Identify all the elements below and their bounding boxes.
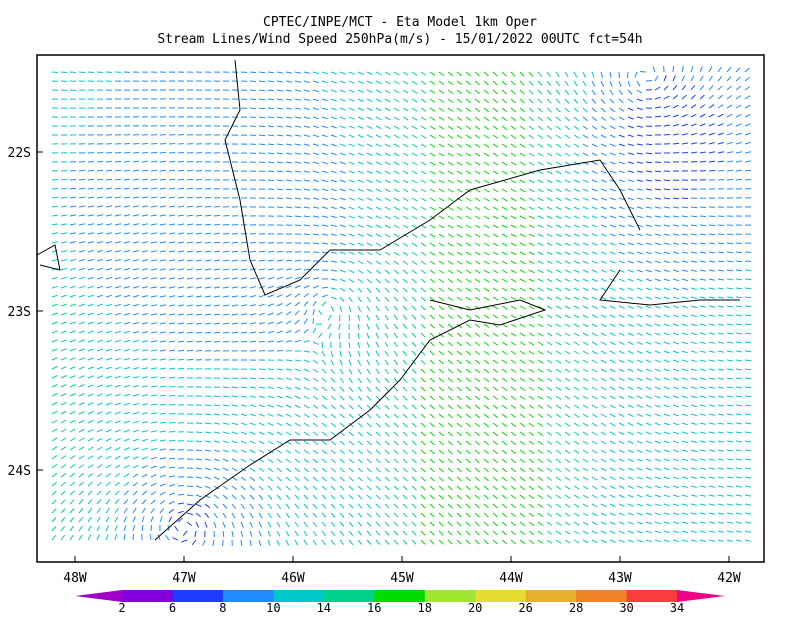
lon-label: 44W [499,571,523,586]
stream-segments [51,71,580,545]
lon-label: 43W [608,571,632,586]
colorbar-label: 30 [619,601,633,615]
colorbar-segment [122,590,173,602]
colorbar-label: 6 [169,601,176,615]
stream-segments [168,75,724,546]
colorbar-label: 14 [317,601,331,615]
lon-label: 45W [390,571,414,586]
title: CPTEC/INPE/MCT - Eta Model 1km Oper [263,15,537,30]
colorbar-right-arrow [677,590,725,602]
colorbar-label: 10 [266,601,280,615]
lat-label: 24S [8,464,31,479]
colorbar-segment [222,590,274,602]
axes: 22S 23S 24S 48W 47W 46W 45W 44W 43W 42W [8,146,741,586]
colorbar-segment [323,590,375,602]
colorbar-label: 26 [518,601,532,615]
colorbar-segment [424,590,476,602]
lon-label: 46W [281,571,305,586]
map-frame [36,54,765,563]
colorbar-label: 16 [367,601,381,615]
colorbar-label: 28 [569,601,583,615]
colorbar-label: 8 [219,601,226,615]
coast [224,59,641,296]
stream-segments [51,71,752,546]
lon-label: 47W [172,571,196,586]
coast [36,244,61,271]
colorbar-segment [475,590,527,602]
colorbar-segment [172,590,224,602]
lon-label: 42W [717,571,741,586]
coast [599,269,740,306]
coastline [36,59,740,541]
colorbar-segment [374,590,426,602]
colorbar-segment [525,590,577,602]
colorbar-label: 20 [468,601,482,615]
colorbar-label: 34 [670,601,684,615]
colorbar-segment [576,590,628,602]
subtitle: Stream Lines/Wind Speed 250hPa(m/s) - 15… [157,32,642,47]
colorbar-segment [273,590,325,602]
colorbar-segment [626,590,678,602]
lat-label: 22S [8,146,31,161]
colorbar-label: 2 [118,601,125,615]
lat-label: 23S [8,305,31,320]
colorbar: 2 6 8 10 14 16 18 20 26 28 30 34 [75,590,725,615]
coast [154,299,547,541]
colorbar-label: 18 [418,601,432,615]
lon-label: 48W [63,571,87,586]
colorbar-left-arrow [75,590,122,602]
stream-segments [69,65,752,547]
